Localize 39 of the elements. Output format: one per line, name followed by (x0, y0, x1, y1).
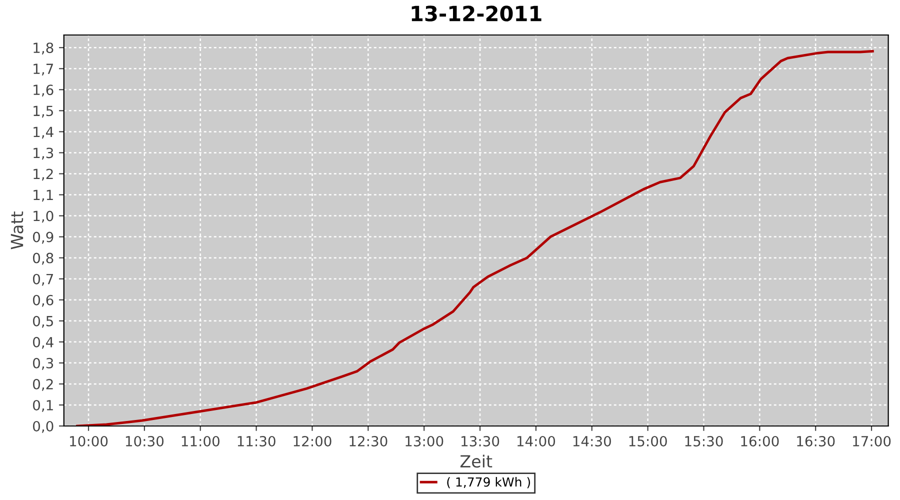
legend-label: ( 1,779 kWh ) (447, 477, 530, 488)
x-tick-label: 14:30 (573, 436, 611, 446)
y-tick-label: 1,7 (34, 64, 53, 76)
y-axis-title: Watt (10, 212, 24, 250)
y-tick-label: 0,2 (33, 378, 53, 391)
x-tick-label: 12:30 (350, 436, 388, 446)
y-tick-label: 1,4 (34, 126, 54, 139)
line-series (76, 50, 874, 426)
x-tick-label: 11:00 (182, 436, 220, 446)
x-axis-title: Zeit (460, 454, 492, 468)
x-tick-label: 17:00 (853, 436, 891, 446)
x-tick-label: 13:00 (406, 436, 444, 446)
x-tick-label: 11:30 (238, 436, 276, 446)
x-tick-label: 12:00 (294, 436, 332, 446)
x-tick-label: 15:30 (685, 436, 723, 446)
x-tick-label: 16:00 (741, 436, 779, 446)
y-tick-label: 0,9 (33, 232, 54, 244)
x-tick-label: 16:30 (797, 436, 835, 446)
y-tick-label: 1,1 (34, 190, 53, 202)
y-tick-label: 0,7 (33, 274, 53, 286)
y-tick-label: 0,0 (33, 420, 54, 433)
x-tick-label: 14:00 (517, 436, 556, 446)
x-tick-label: 13:30 (462, 436, 500, 446)
y-tick-label: 0,4 (33, 336, 54, 349)
y-tick-label: 0,1 (33, 400, 53, 412)
y-tick-label: 1,2 (34, 168, 53, 181)
y-tick-label: 1,0 (34, 210, 54, 223)
chart-title: 13-12-2011 (412, 6, 542, 22)
x-tick-label: 10:30 (126, 436, 164, 446)
y-tick-label: 0,8 (33, 252, 54, 265)
y-tick-label: 1,8 (34, 42, 54, 55)
y-tick-label: 0,6 (33, 294, 54, 307)
y-tick-label: 1,5 (34, 106, 53, 118)
y-tick-label: 0,3 (33, 358, 54, 370)
x-tick-label: 10:00 (70, 436, 108, 446)
y-tick-label: 1,6 (34, 84, 54, 97)
y-tick-label: 0,5 (33, 316, 53, 328)
y-tick-label: 1,3 (34, 148, 54, 160)
x-tick-label: 15:00 (629, 436, 667, 446)
